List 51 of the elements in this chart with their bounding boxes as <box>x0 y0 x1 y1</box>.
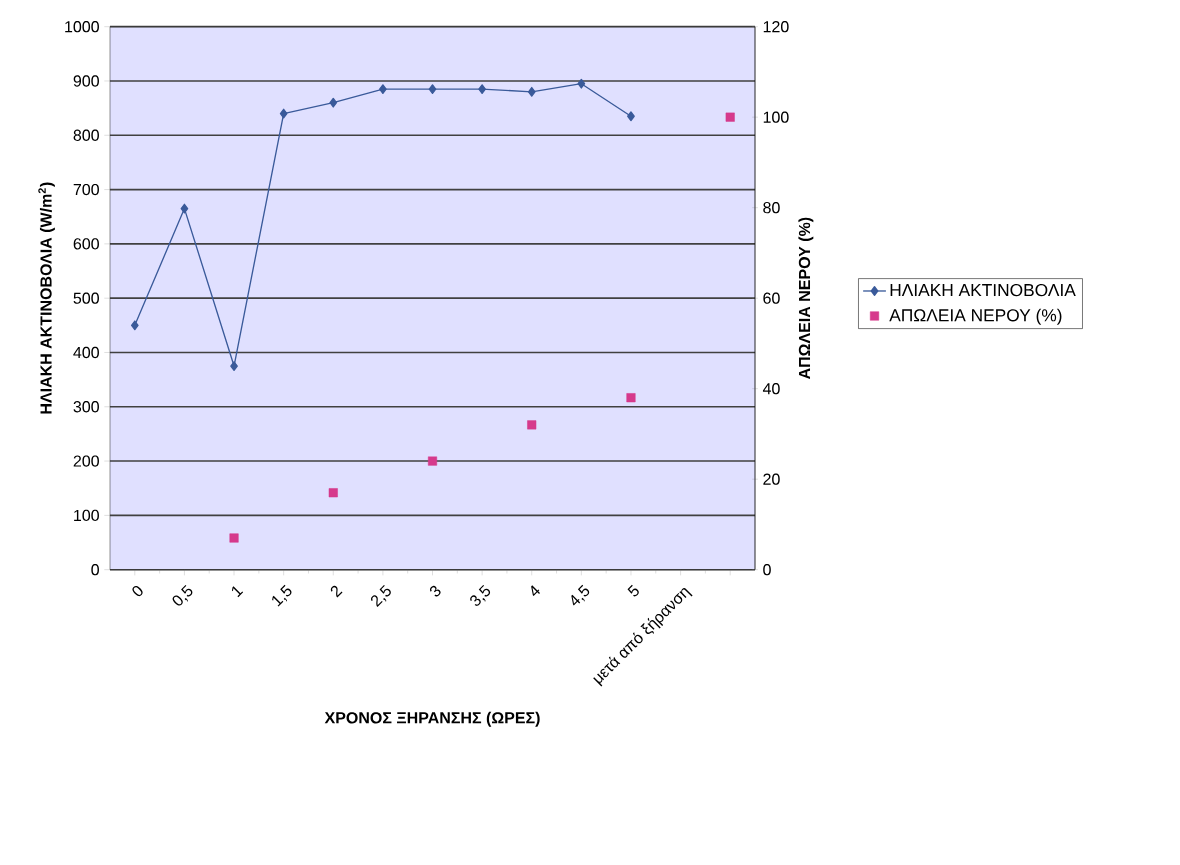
y-axis-title: ΗΛΙΑΚΗ ΑΚΤΙΝΟΒΟΛΙΑ (W/m$^{2}$) <box>38 182 55 414</box>
point <box>428 84 437 95</box>
point <box>229 533 239 543</box>
y-tick-label: 100 <box>74 509 99 522</box>
point <box>627 111 635 122</box>
point <box>328 488 338 498</box>
point <box>527 86 536 97</box>
x-tick-label: 2,5 <box>370 584 391 607</box>
y-tick-label: 700 <box>73 183 99 196</box>
y-tick-label: 200 <box>73 455 99 467</box>
y-tick-label: 800 <box>73 129 99 141</box>
y-tick-label: 500 <box>73 292 99 304</box>
y2-tick-label: 60 <box>763 292 780 304</box>
y2-tick-label: 100 <box>763 111 789 123</box>
x-tick-label: 0 <box>132 585 143 597</box>
x-tick-label: 3 <box>429 585 441 597</box>
y2-tick-label: 120 <box>763 21 789 33</box>
point <box>478 84 486 95</box>
point <box>626 393 636 403</box>
x-tick-label: 1,5 <box>272 584 292 607</box>
point <box>329 97 338 108</box>
y-tick-label: 900 <box>73 75 99 87</box>
point <box>379 84 387 95</box>
x-tick-label: 4,5 <box>571 584 590 606</box>
y-tick-label: 1000 <box>65 21 99 33</box>
y-tick-label: 0 <box>91 564 99 576</box>
y-tick-label: 300 <box>73 401 99 413</box>
point <box>279 108 288 119</box>
point <box>230 361 238 371</box>
y-tick-label: 600 <box>73 238 99 250</box>
x-tick-label: 1 <box>231 586 244 598</box>
x-axis-title: ΧΡΟΝΟΣ ΞΗΡΑΝΣΗΣ (ΩΡΕΣ) <box>324 711 540 727</box>
point <box>527 420 537 430</box>
x-tick-label: 3,5 <box>470 584 491 606</box>
point <box>180 203 189 214</box>
y2-axis-title: ΑΠΩΛΕΙΑ ΝΕΡΟΥ (%) <box>798 217 814 380</box>
x-tick-label: 5 <box>627 584 639 597</box>
point <box>130 320 139 331</box>
y-tick-label: 400 <box>73 346 99 359</box>
y2-tick-label: 40 <box>762 383 780 395</box>
x-tick-label: 0,5 <box>172 584 193 606</box>
y2-tick-label: 80 <box>763 202 780 214</box>
point <box>577 78 586 89</box>
x-tick-label: 4 <box>531 585 540 596</box>
point <box>725 112 735 122</box>
y2-tick-label: 0 <box>763 564 771 576</box>
legend-label: ΗΛΙΑΚΗ ΑΚΤΙΝΟΒΟΛΙΑ <box>890 283 1076 297</box>
point <box>427 456 438 466</box>
y2-tick-label: 20 <box>763 473 780 485</box>
legend-label: ΑΠΩΛΕΙΑ ΝΕΡΟΥ (%) <box>889 308 1062 325</box>
x-tick-label: 2 <box>330 585 343 598</box>
